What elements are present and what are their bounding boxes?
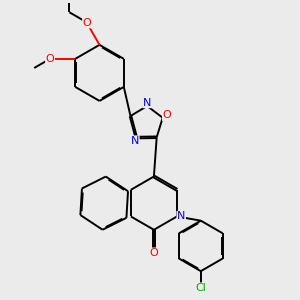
Text: Cl: Cl (195, 283, 206, 293)
Text: N: N (131, 136, 139, 146)
Text: N: N (177, 212, 185, 221)
Text: N: N (143, 98, 151, 108)
Text: O: O (163, 110, 171, 121)
Text: O: O (149, 248, 158, 258)
Text: O: O (46, 54, 54, 64)
Text: O: O (83, 18, 92, 28)
